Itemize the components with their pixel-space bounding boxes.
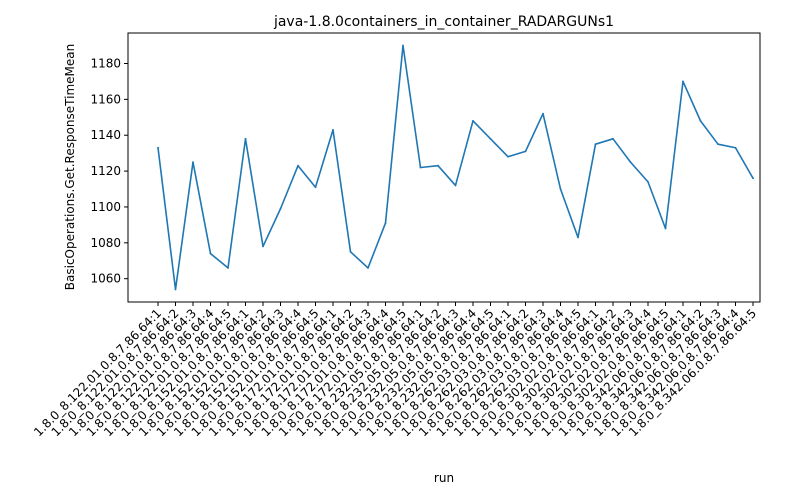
data-point [227,267,229,269]
data-point [244,137,247,140]
data-point [752,177,754,180]
y-tick-label: 1120 [90,164,121,178]
data-point [734,146,737,149]
data-point [349,250,352,253]
data-point [594,143,597,146]
y-tick-label: 1080 [90,236,121,250]
data-point [682,80,684,83]
data-point [542,112,544,115]
data-point [314,186,317,189]
data-point [192,161,194,164]
x-axis-title: run [434,471,454,485]
data-point [629,161,632,164]
data-point [384,222,387,224]
y-tick-label: 1060 [90,272,121,286]
data-point [559,188,562,190]
data-point [489,137,492,140]
data-point [209,252,212,255]
y-tick-label: 1180 [90,56,121,70]
data-point [279,207,282,210]
data-point [717,143,719,146]
data-point [402,44,404,47]
y-tick-label: 1140 [90,128,121,142]
y-axis-title: BasicOperations.Get.ResponseTimeMean [63,44,77,290]
data-point [472,119,474,122]
data-point [524,150,527,153]
data-point [454,184,457,187]
data-point [437,164,439,167]
y-tick-label: 1100 [90,200,121,214]
data-point [507,155,509,158]
data-point [367,267,369,269]
plot-frame [127,32,761,303]
data-point [262,245,264,248]
data-point [297,164,299,167]
data-point [332,128,334,131]
data-point [577,236,579,239]
data-point [612,137,614,140]
data-point [157,146,159,149]
y-tick-label: 1160 [90,92,121,106]
chart-title: java-1.8.0containers_in_container_RADARG… [273,14,614,30]
data-point [419,166,422,169]
data-point [699,119,702,122]
data-point [647,180,649,183]
data-point [174,288,177,291]
data-point [664,227,667,230]
